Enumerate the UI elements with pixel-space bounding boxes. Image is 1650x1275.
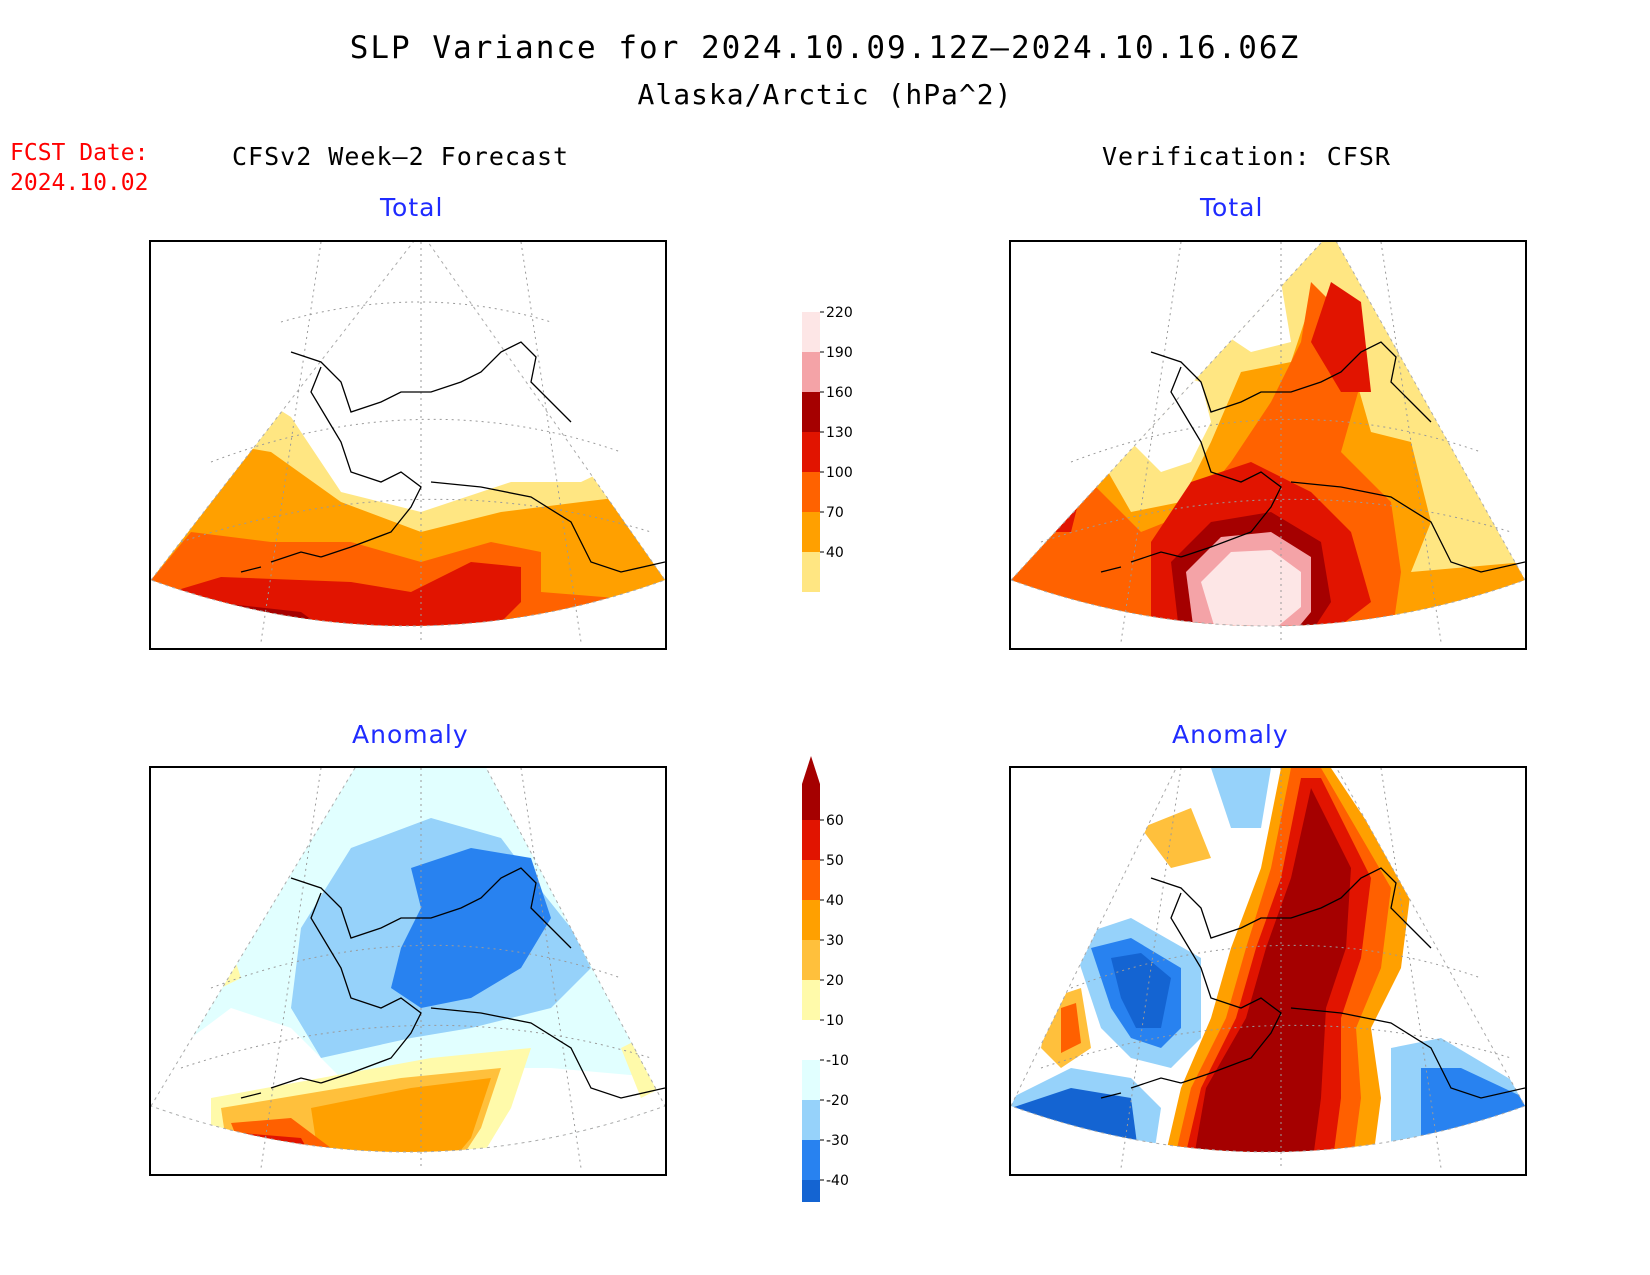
forecast-date-label: FCST Date: — [10, 140, 149, 166]
total-colorbar-tick-label: 220 — [826, 305, 853, 321]
total-colorbar-swatch — [802, 512, 820, 552]
forecast-total-map — [149, 240, 667, 650]
total-colorbar-swatch — [802, 432, 820, 472]
verification-total-map — [1009, 240, 1527, 650]
anomaly-colorbar-tick-label: -30 — [826, 1133, 849, 1149]
anomaly-colorbar-swatch — [802, 1020, 820, 1060]
anomaly-colorbar-tick-label: 20 — [826, 973, 844, 989]
anomaly-colorbar-swatch — [802, 940, 820, 980]
total-colorbar-swatch — [802, 552, 820, 592]
forecast-column-title: CFSv2 Week–2 Forecast — [232, 142, 570, 171]
anomaly-colorbar-tick-label: 30 — [826, 933, 844, 949]
total-colorbar: 40 70 100 130 160 190 220 — [802, 305, 853, 592]
forecast-date-block: FCST Date: 2024.10.02 — [10, 138, 148, 198]
anomaly-colorbar-swatch — [802, 1100, 820, 1140]
verification-anomaly-title: Anomaly — [1172, 720, 1289, 749]
total-colorbar-tick-label: 40 — [826, 545, 844, 561]
anomaly-colorbar-swatch — [802, 900, 820, 940]
verification-anomaly-map — [1009, 766, 1527, 1176]
anomaly-colorbar: -40 -30 -20 -10 10 20 30 40 50 60 — [802, 756, 849, 1202]
verification-total-title: Total — [1200, 193, 1264, 222]
forecast-anomaly-title: Anomaly — [352, 720, 469, 749]
total-colorbar-tick-label: 70 — [826, 505, 844, 521]
forecast-anomaly-map — [149, 766, 667, 1176]
chart-subtitle: Alaska/Arctic (hPa^2) — [637, 78, 1013, 111]
total-colorbar-tick-label: 130 — [826, 425, 853, 441]
anomaly-colorbar-swatch — [802, 1140, 820, 1180]
total-colorbar-tick-label: 190 — [826, 345, 853, 361]
forecast-total-title: Total — [380, 193, 444, 222]
anomaly-colorbar-tick-label: -20 — [826, 1093, 849, 1109]
anomaly-colorbar-swatch — [802, 820, 820, 860]
anomaly-colorbar-tick-label: 50 — [826, 853, 844, 869]
total-colorbar-tick-label: 100 — [826, 465, 853, 481]
anomaly-colorbar-tick-label: -40 — [826, 1173, 849, 1189]
total-colorbar-swatch — [802, 392, 820, 432]
anomaly-colorbar-swatch — [802, 756, 820, 820]
anomaly-colorbar-tick-label: -10 — [826, 1053, 849, 1069]
anomaly-colorbar-tick-label: 40 — [826, 893, 844, 909]
forecast-date-value: 2024.10.02 — [10, 170, 149, 196]
total-colorbar-swatch — [802, 472, 820, 512]
anomaly-colorbar-tick-label: 60 — [826, 813, 844, 829]
total-colorbar-swatch — [802, 352, 820, 392]
anomaly-colorbar-swatch — [802, 860, 820, 900]
anomaly-colorbar-swatch — [802, 980, 820, 1020]
total-colorbar-swatch — [802, 312, 820, 352]
chart-title: SLP Variance for 2024.10.09.12Z–2024.10.… — [349, 30, 1301, 66]
total-colorbar-tick-label: 160 — [826, 385, 853, 401]
anomaly-colorbar-swatch — [802, 1060, 820, 1100]
anomaly-colorbar-tick-label: 10 — [826, 1013, 844, 1029]
anomaly-colorbar-swatch — [802, 1180, 820, 1202]
verification-column-title: Verification: CFSR — [1102, 142, 1391, 171]
